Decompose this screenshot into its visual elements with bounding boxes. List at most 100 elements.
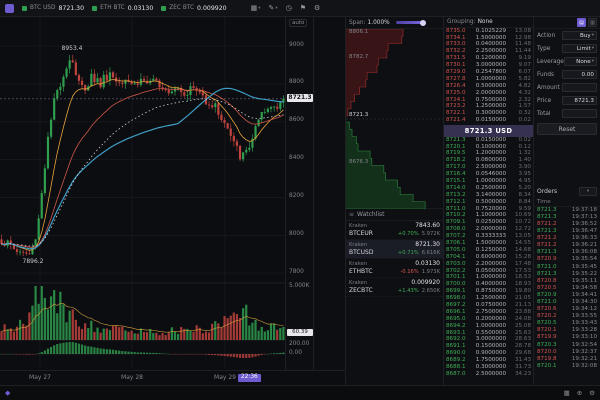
trade-row: 8720.6 19:34:12 [534,306,600,313]
order-total: 31.43 [514,357,531,364]
form-label: Total [537,110,551,117]
form-label: Type [537,45,551,52]
bid-row[interactable]: 8698.0 1.2500000 21.05 [444,295,533,302]
order-amount: 0.1250000 [475,246,506,253]
bid-row[interactable]: 8692.0 3.0000000 28.63 [444,337,533,344]
settings-icon[interactable]: ⚙ [314,4,320,12]
order-amount: 0.3333333 [475,233,506,240]
bid-row[interactable]: 8713.2 3.1400000 8.34 [444,192,533,199]
trade-price: 8720.2 [537,313,557,320]
span-slider[interactable] [395,19,426,26]
bid-row[interactable]: 8697.2 0.0750000 21.13 [444,302,533,309]
bid-row[interactable]: 8703.0 2.2000000 17.48 [444,261,533,268]
gear-icon[interactable]: ⚙ [589,389,595,397]
ask-row[interactable]: 8730.1 3.0000000 9.07 [444,62,533,69]
brand-icon[interactable]: ◆ [5,389,11,397]
watchlist-title: Watchlist [357,211,385,218]
amount-field[interactable] [562,83,597,92]
leverage-field[interactable]: None ▾ [563,57,597,66]
order-amount: 0.5500000 [475,329,506,336]
ask-row[interactable]: 8735.0 0.1025229 13.08 [444,28,533,35]
ask-row[interactable]: 8723.2 1.2500000 1.57 [444,104,533,111]
ask-row[interactable]: 8734.1 1.5000000 12.98 [444,35,533,42]
bid-row[interactable]: 8688.1 0.3000000 31.73 [444,364,533,371]
bid-row[interactable]: 8704.1 0.6000000 15.28 [444,254,533,261]
panel-toggle-list-icon[interactable]: ▥ [588,18,597,27]
ask-row[interactable]: 8729.0 0.2547800 6.07 [444,69,533,76]
bid-row[interactable]: 8695.0 0.2000000 24.08 [444,316,533,323]
price-axis[interactable]: auto 8721.3 5.000K 60.39 200.00 0.00 900… [285,17,345,370]
ask-row[interactable]: 8725.0 2.0000000 4.32 [444,90,533,97]
ask-row[interactable]: 8722.1 0.3000000 0.32 [444,111,533,118]
ticker-zecbtc[interactable]: ZEC BTC 0.009920 [161,5,227,12]
reset-button[interactable]: Reset [537,123,597,135]
bid-row[interactable]: 8721.3 0.0150000 0.02 [444,137,533,144]
bid-row[interactable]: 8718.2 0.0800000 1.40 [444,158,533,165]
trade-row: 8721.3 19:37:18 [534,207,600,214]
bid-row[interactable]: 8700.0 0.4000000 18.93 [444,282,533,289]
time-axis[interactable]: 22:36 May 27 May 28 May 29 [0,370,345,385]
app-logo-icon[interactable] [5,3,14,13]
bid-row[interactable]: 8719.5 1.2000000 1.32 [444,151,533,158]
bid-row[interactable]: 8707.2 0.3333333 13.05 [444,233,533,240]
bid-row[interactable]: 8693.1 0.5500000 25.63 [444,330,533,337]
bid-row[interactable]: 8710.2 1.1000000 10.69 [444,213,533,220]
bid-row[interactable]: 8709.1 0.0250000 10.72 [444,220,533,227]
bid-row[interactable]: 8708.0 2.0000000 12.72 [444,227,533,234]
ask-row[interactable]: 8733.0 0.0400000 11.48 [444,42,533,49]
grid-icon[interactable]: ▦ [563,389,570,397]
type-field[interactable]: Limit ▾ [562,44,597,53]
bid-row[interactable]: 8690.0 0.9000000 29.68 [444,351,533,358]
depth-chart[interactable]: 8806.1 8782.7 8721.3 8676.3 [346,28,443,210]
watchlist-item-btcusd[interactable]: Kraken 8721.30 BTCUSD +0.71% 6.616K [346,240,443,259]
bid-row[interactable]: 8714.0 0.2500000 5.20 [444,185,533,192]
bid-row[interactable]: 8705.0 0.1250000 14.68 [444,247,533,254]
order-total: 14.55 [514,240,531,246]
panel-toggle-form-icon[interactable]: ▤ [577,18,586,27]
watchlist-item-ethbtc[interactable]: Kraken 0.03130 ETHBTC -0.16% 1.973K [346,259,443,278]
auto-scale-button[interactable]: auto [289,19,308,27]
price-chart[interactable] [0,17,285,370]
bid-row[interactable]: 8712.1 0.5000000 8.84 [444,199,533,206]
ask-row[interactable]: 8721.4 0.0150000 0.02 [444,118,533,125]
draw-icon[interactable]: ✎ ▾ [268,4,277,12]
bid-row[interactable]: 8691.1 0.1500000 28.78 [444,344,533,351]
layout-grid-icon[interactable]: ▦ ▾ [251,4,261,12]
bid-row[interactable]: 8715.1 1.0000000 4.95 [444,178,533,185]
depth-price-label: 8676.3 [349,159,369,165]
bid-row[interactable]: 8687.0 2.5000000 34.23 [444,371,533,378]
chart-panel: 8953.4 7896.2 auto 8721.3 5.000K 60.39 2… [0,17,345,385]
action-field[interactable]: Buy ▾ [562,31,597,40]
price-field[interactable]: 8721.3 [562,96,597,105]
order-amount: 0.0250000 [475,219,506,226]
watchlist-item-btceur[interactable]: Kraken 7843.60 BTCEUR +0.70% 5.972K [346,221,443,240]
ask-row[interactable]: 8724.1 0.7500000 2.32 [444,97,533,104]
bid-row[interactable]: 8711.0 0.7520000 9.59 [444,206,533,213]
funds-field[interactable]: 0.00 [562,70,597,79]
bid-row[interactable]: 8694.2 1.0000000 25.08 [444,323,533,330]
orders-filter-dropdown[interactable]: ▾ [579,186,597,196]
flag-icon[interactable]: ⚑ [300,4,306,12]
bid-row[interactable]: 8696.1 2.7500000 23.88 [444,309,533,316]
add-icon[interactable]: ⊕ [576,389,583,397]
order-total: 25.08 [514,322,531,329]
slider-knob-icon[interactable] [419,19,426,26]
clock-icon[interactable]: ◷ [286,4,292,12]
bid-row[interactable]: 8717.0 2.5000000 3.90 [444,165,533,172]
bid-row[interactable]: 8720.1 0.1000000 0.12 [444,144,533,151]
bid-row[interactable]: 8716.4 0.0546000 3.95 [444,171,533,178]
ticker-btcusd[interactable]: BTC USD 8721.30 [22,5,84,12]
bid-row[interactable]: 8701.1 1.0000000 18.53 [444,275,533,282]
ask-row[interactable]: 8731.5 0.1200000 9.19 [444,56,533,63]
bid-row[interactable]: 8689.2 1.7500000 31.43 [444,358,533,365]
grouping-value[interactable]: None [477,19,493,25]
ticker-ethbtc[interactable]: ETH BTC 0.03130 [92,5,153,12]
bid-row[interactable]: 8706.1 1.5000000 14.55 [444,240,533,247]
bid-row[interactable]: 8699.1 0.8750000 19.80 [444,289,533,296]
ask-row[interactable]: 8727.8 1.0000000 5.82 [444,76,533,83]
bid-row[interactable]: 8702.2 0.0500000 17.53 [444,268,533,275]
watchlist-item-zecbtc[interactable]: Kraken 0.009920 ZECBTC +1.43% 2.650K [346,278,443,297]
ask-row[interactable]: 8726.4 0.5000000 4.82 [444,83,533,90]
total-field[interactable] [562,109,597,118]
ask-row[interactable]: 8732.2 2.2500000 11.44 [444,49,533,56]
